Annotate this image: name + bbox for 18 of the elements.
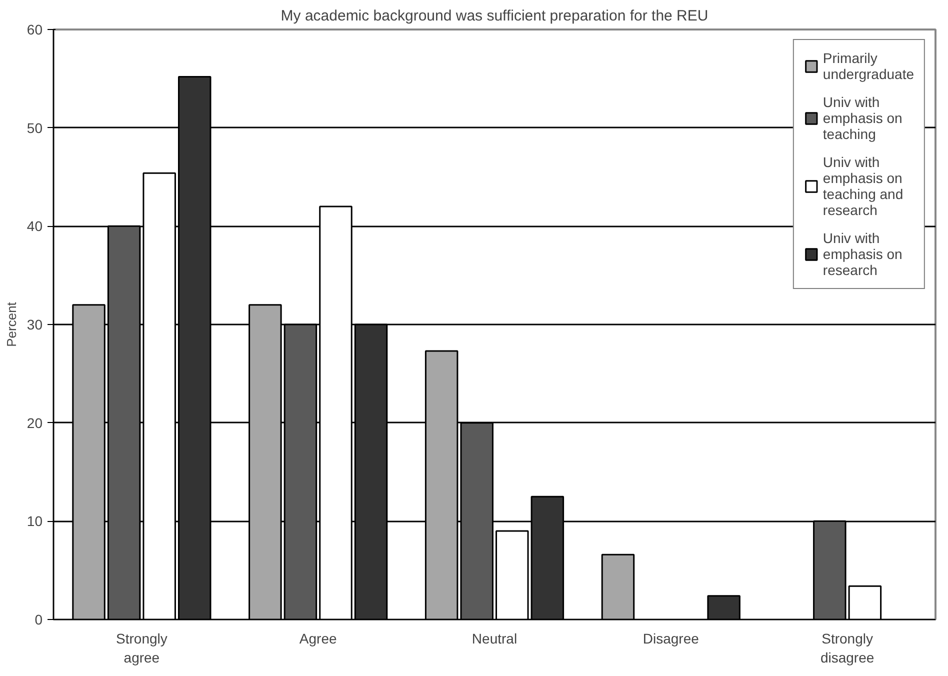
legend-label: Univ with emphasis on research — [822, 230, 902, 278]
y-tick-label: 60 — [26, 22, 43, 38]
legend-label: Univ with emphasis on teaching — [822, 94, 902, 142]
y-tick-label: 0 — [34, 612, 43, 628]
x-tick-label: Strongly disagree — [820, 630, 874, 666]
y-tick-label: 50 — [26, 120, 43, 136]
y-tick-label: 20 — [26, 414, 43, 431]
x-tick-label: Disagree — [642, 630, 700, 646]
y-axis-title: Percent — [4, 302, 19, 347]
y-tick-label: 40 — [26, 218, 43, 234]
legend-label: Primarily undergraduate — [822, 50, 914, 82]
y-tick-label: 10 — [26, 513, 43, 530]
x-tick-label: Neutral — [472, 630, 518, 646]
legend-label: Univ with emphasis on teaching and research — [822, 154, 904, 218]
chart-title: My academic background was sufficient preparation for the REU — [280, 8, 708, 24]
x-tick-label: Strongly agree — [116, 630, 168, 666]
x-tick-label: Agree — [299, 630, 337, 646]
y-tick-label: 30 — [26, 316, 43, 332]
